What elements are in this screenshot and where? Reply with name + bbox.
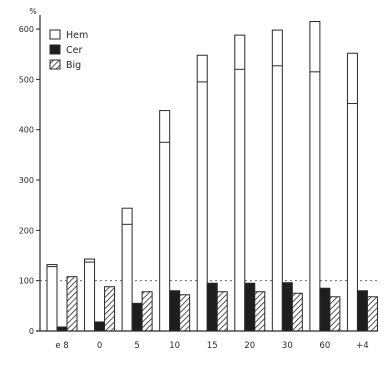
x-tick-label: 0 (97, 341, 102, 351)
legend-label-hem: Hem (66, 30, 88, 41)
bar-big (329, 296, 341, 332)
bar-hem (121, 207, 133, 332)
bar-big (366, 296, 378, 332)
bar-hem (346, 52, 358, 332)
bar-cer (281, 282, 293, 332)
legend-swatch-big (49, 59, 61, 70)
y-tick-label: 400 (19, 126, 34, 135)
bar-cer (356, 290, 368, 332)
y-tick-label: 200 (19, 226, 34, 235)
x-tick-label: 20 (244, 341, 255, 351)
y-tick-label: 500 (19, 75, 34, 84)
bar-big (141, 291, 153, 332)
x-tick-label: 60 (319, 341, 330, 351)
bar-big (216, 291, 228, 332)
x-tick-label: e 8 (55, 341, 68, 351)
bar-cer (56, 326, 68, 332)
bar-cer (244, 282, 256, 332)
bar-big (104, 286, 116, 332)
bar-hem (46, 264, 58, 332)
y-tick-label: 300 (19, 176, 34, 185)
bar-hem (159, 110, 171, 332)
x-tick-label: +4 (356, 341, 369, 351)
bar-cer (319, 287, 331, 332)
bar-big (254, 291, 266, 332)
bar-cer (169, 290, 181, 332)
bar-hem (234, 34, 246, 332)
bar-hem (196, 54, 208, 332)
x-tick-label: 5 (134, 341, 139, 351)
legend-label-big: Big (66, 60, 81, 71)
x-tick-label: 30 (282, 341, 293, 351)
bar-cer (94, 321, 106, 332)
x-tick-label: 10 (169, 341, 180, 351)
x-tick-label: 15 (207, 341, 218, 351)
y-tick-label: 100 (19, 277, 34, 286)
bar-cer (206, 282, 218, 332)
legend-label-cer: Cer (66, 45, 82, 56)
bar-big (291, 292, 303, 332)
bar-hem (84, 258, 96, 332)
y-axis-label: % (29, 7, 37, 16)
bar-cer (131, 302, 143, 332)
y-tick-label: 600 (19, 25, 34, 34)
bar-big (179, 294, 191, 332)
legend-swatch-hem (49, 29, 61, 40)
bar-big (66, 276, 78, 332)
bar-hem (271, 29, 283, 332)
y-tick-label: 0 (29, 327, 34, 336)
bar-hem (309, 21, 321, 332)
legend-swatch-cer (49, 44, 61, 55)
